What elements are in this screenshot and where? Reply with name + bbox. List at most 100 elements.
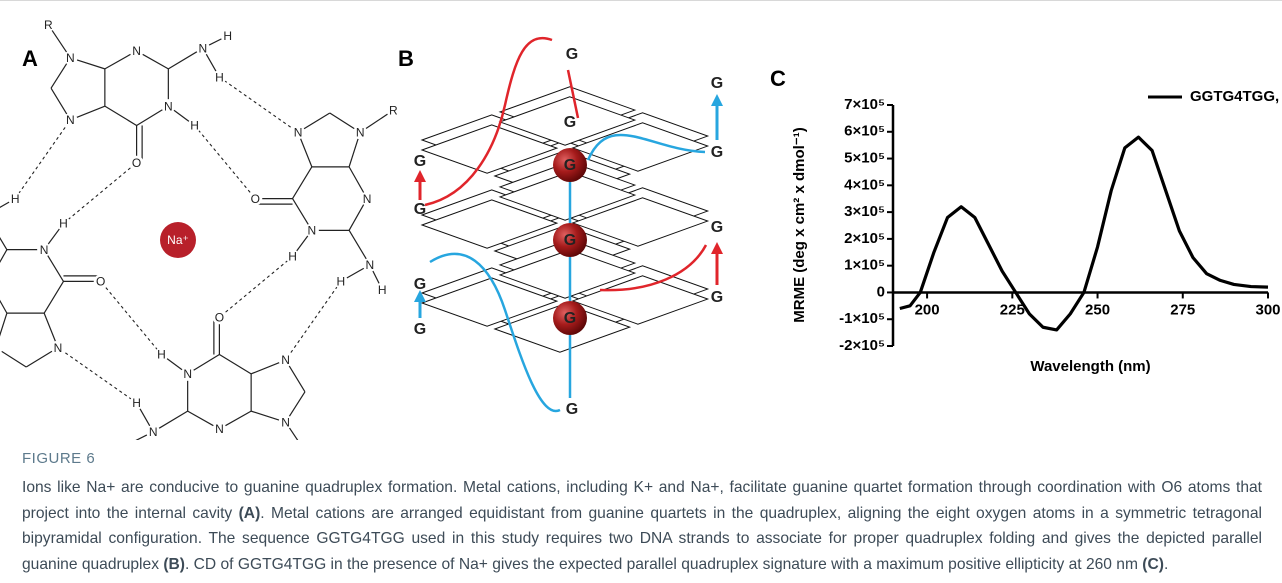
ion	[553, 223, 587, 257]
atom-bg	[375, 282, 390, 297]
panel-ref: (C)	[1142, 555, 1164, 573]
atom-bg	[129, 395, 144, 410]
atom-label: O	[132, 156, 141, 170]
h-bond	[14, 119, 71, 199]
atom-bg	[63, 112, 78, 127]
caption-run: . CD of GGTG4TGG in the presence of Na+ …	[184, 555, 1143, 573]
atom-bg	[8, 191, 23, 206]
bond	[0, 299, 8, 314]
atom-label: H	[337, 275, 346, 289]
atom-bg	[187, 118, 202, 133]
bond	[219, 354, 252, 375]
atom-bg	[129, 155, 144, 170]
atom-label: N	[356, 126, 365, 140]
g-label: G	[711, 289, 723, 306]
legend-label: GGTG4TGG, Na⁺	[1190, 88, 1282, 105]
bond	[0, 237, 8, 250]
atom-label: N	[66, 113, 75, 127]
atom-bg	[386, 103, 401, 118]
atom-label: N	[308, 224, 317, 238]
y-tick-label: 6×10⁵	[844, 123, 885, 140]
h-bond	[219, 76, 299, 133]
atom-bg	[93, 274, 108, 289]
h-bond	[57, 347, 137, 404]
figure-number: FIGURE 6	[22, 450, 96, 467]
caption: FIGURE 6 Ions like Na+ are conducive to …	[22, 450, 1262, 577]
g-label: G	[414, 321, 426, 338]
cd-line	[899, 135, 1269, 332]
g-label: G	[414, 153, 426, 170]
h-bond	[63, 162, 137, 224]
atom-bg	[333, 274, 348, 289]
h-bond	[219, 256, 293, 318]
atom-label: N	[363, 192, 372, 206]
atom-bg	[180, 366, 195, 381]
cd-chart: 7×10⁵ 6×10⁵ 5×10⁵ 4×10⁵ 3×10⁵ 2×10⁵ 1×10⁵ 0 -1×1…	[791, 88, 1282, 375]
atom-bg	[63, 50, 78, 65]
x-axis-label: Wavelength (nm)	[1030, 358, 1150, 375]
y-tick-label: 1×10⁵	[844, 257, 885, 274]
y-tick-label: 5×10⁵	[844, 150, 885, 167]
atom-label: N	[164, 99, 173, 113]
quartet-tile	[571, 275, 710, 325]
h-bond	[285, 281, 342, 361]
atom-label: H	[132, 396, 141, 410]
atom-bg	[285, 249, 300, 264]
atom-label: N	[215, 422, 224, 436]
atom-label: O	[251, 192, 260, 206]
atom-label: N	[183, 367, 192, 381]
caption-run: . Metal cations are arranged equidistant…	[22, 504, 1262, 573]
ion	[553, 148, 587, 182]
atom-label: N	[66, 51, 75, 65]
atom-label: H	[59, 217, 68, 231]
atom-bg	[304, 223, 319, 238]
y-tick-label: 7×10⁵	[844, 96, 885, 113]
panel-ref: (B)	[163, 555, 185, 573]
bond	[0, 312, 8, 337]
g-label: G	[414, 201, 426, 218]
atom-bg	[122, 437, 134, 440]
atom-label: N	[281, 415, 290, 429]
quartet-tile	[571, 122, 710, 172]
atom-label: H	[124, 437, 133, 440]
atom-label: N	[40, 243, 49, 257]
atom-bg	[146, 424, 161, 439]
caption-run: Ions like Na+ are conducive to guanine q…	[22, 479, 1262, 522]
g-label: G	[414, 276, 426, 293]
atom-label: H	[215, 70, 224, 84]
atom-label: H	[157, 348, 166, 362]
quartet-tile	[420, 199, 559, 249]
g-label: G	[564, 114, 576, 131]
atom-label: R	[44, 18, 53, 32]
x-tick-label: 250	[1085, 301, 1110, 318]
ion	[160, 222, 196, 258]
atom-bg	[129, 43, 144, 58]
atom-label: H	[288, 250, 297, 264]
atom-bg	[41, 17, 56, 32]
atom-label: N	[149, 425, 158, 439]
panel-label: C	[770, 66, 786, 91]
atom-label: N	[199, 41, 208, 55]
top-rule	[0, 0, 1282, 1]
atom-label: H	[223, 29, 232, 43]
atom-bg	[278, 353, 293, 368]
bond	[43, 281, 64, 314]
quadruplex-diagram: G G G G G G G G G G G G G G	[414, 36, 723, 418]
loop	[424, 36, 553, 207]
loop	[566, 69, 580, 119]
panel-ref: (A)	[238, 504, 261, 522]
quartet-tile	[498, 96, 637, 146]
panel-label: B	[398, 46, 414, 71]
y-tick-label: -2×10⁵	[839, 337, 885, 354]
atom-bg	[212, 422, 227, 437]
atom-bg	[195, 41, 210, 56]
atom-bg	[0, 342, 3, 354]
x-tick-label: 275	[1170, 301, 1195, 318]
g-label: G	[711, 75, 723, 92]
loop	[586, 133, 706, 161]
caption-text: Ions like Na+ are conducive to guanine q…	[22, 475, 1262, 577]
atom-bg	[248, 191, 263, 206]
figure: A B C NNNNORHNHHNNNNORHNHHNNNNORHNHHNNNN…	[0, 17, 1282, 440]
atom-bg	[161, 99, 176, 114]
g-label: G	[711, 219, 723, 236]
